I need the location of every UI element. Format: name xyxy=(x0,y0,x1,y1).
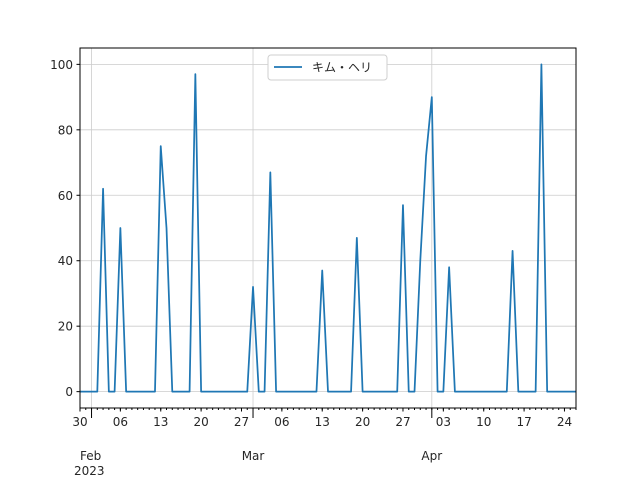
x-tick-label: 20 xyxy=(355,415,370,429)
x-month-label: Mar xyxy=(242,449,265,463)
y-tick-label: 80 xyxy=(58,123,73,137)
x-tick-label: 13 xyxy=(315,415,330,429)
x-tick-label: 20 xyxy=(193,415,208,429)
legend-label: キム・ヘリ xyxy=(312,61,372,75)
y-tick-label: 100 xyxy=(50,58,73,72)
y-tick-label: 40 xyxy=(58,254,73,268)
y-axis-ticks: 0 20 40 60 80 100 xyxy=(50,58,80,399)
x-tick-label: 06 xyxy=(113,415,128,429)
x-tick-label: 06 xyxy=(274,415,289,429)
x-tick-label: 17 xyxy=(516,415,531,429)
x-tick-label: 27 xyxy=(395,415,410,429)
x-tick-label: 30 xyxy=(72,415,87,429)
x-tick-label: 24 xyxy=(557,415,572,429)
x-tick-label: 03 xyxy=(436,415,451,429)
plot-area xyxy=(80,48,576,408)
legend-box xyxy=(267,54,388,81)
x-tick-label: 27 xyxy=(234,415,249,429)
x-month-label: Apr xyxy=(421,449,442,463)
y-tick-label: 60 xyxy=(58,189,73,203)
series-line xyxy=(80,63,576,393)
x-axis-ticks: 30 06 13 20 27 06 13 20 27 03 10 17 24 Feb Mar Apr 2023 xyxy=(72,408,577,478)
y-tick-label: 20 xyxy=(58,320,73,334)
legend: キム・ヘリ xyxy=(267,54,388,81)
x-year-label: 2023 xyxy=(74,464,105,478)
x-tick-label: 10 xyxy=(476,415,491,429)
series-layer xyxy=(80,63,576,393)
x-month-label: Feb xyxy=(80,449,101,463)
y-tick-label: 0 xyxy=(65,385,73,399)
x-tick-label: 13 xyxy=(153,415,168,429)
